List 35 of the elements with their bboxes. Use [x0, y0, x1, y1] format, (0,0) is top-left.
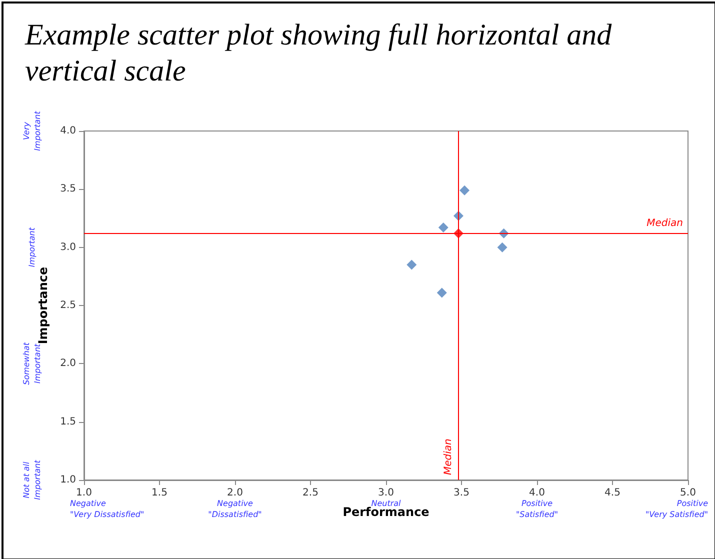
point [460, 185, 470, 196]
y-tick-label: 3.5 [60, 184, 76, 195]
x-tick-label: 1.0 [76, 488, 92, 498]
x-axis-title: Performance [342, 505, 430, 519]
x-tick-label: 1.5 [152, 488, 168, 498]
point [406, 260, 417, 270]
point [436, 288, 447, 298]
x-tick-label: 4.0 [529, 488, 545, 498]
y-tick-label: 4.0 [60, 126, 76, 136]
x-tick-label: 5.0 [680, 488, 696, 498]
x-tick-label: 2.0 [227, 488, 243, 498]
text: Important [28, 226, 36, 268]
chart-title: Example scatter plot showing full horizontal and vertical scale [24, 18, 620, 88]
ref-line-label: Median [442, 438, 454, 475]
x-tick-label: 2.5 [302, 488, 318, 498]
x-tick-label: 3.5 [454, 488, 470, 498]
text: Somewhat Important [22, 342, 42, 385]
y-tick-label: 1.0 [60, 474, 76, 486]
text: Not at all Important [22, 459, 42, 500]
text: Neutral [371, 499, 402, 508]
y-tick-label: 3.0 [60, 242, 76, 253]
text: Negative "Very Dissatisfied" [70, 499, 144, 519]
text: Very Important [22, 110, 42, 151]
point [438, 222, 448, 233]
ref-line-label: Median [646, 218, 683, 229]
y-axis-title: Importance [36, 266, 50, 344]
x-tick-label: 4.5 [604, 488, 620, 498]
y-tick-label: 1.5 [60, 416, 76, 428]
x-tick-label: 3.0 [378, 488, 394, 498]
text: Positive "Very Satisfied" [645, 499, 708, 519]
y-tick-label: 2.5 [60, 300, 76, 311]
y-tick-label: 2.0 [60, 358, 76, 370]
text: Negative "Dissatisfied" [208, 499, 262, 519]
point [497, 242, 508, 252]
text: Positive "Satisfied" [516, 499, 558, 519]
